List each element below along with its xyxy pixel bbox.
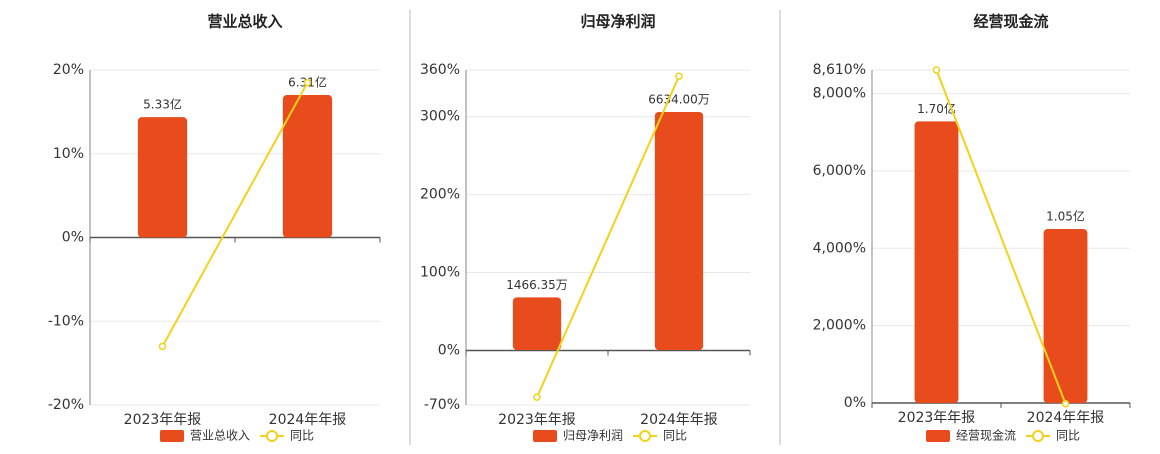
yoy-point — [1061, 400, 1070, 408]
legend-label: 归母净利润 — [563, 429, 623, 443]
y-tick-label: 8,610% — [813, 62, 866, 78]
value-label: 5.33亿 — [143, 97, 182, 112]
x-tick-label: 2023年年报 — [124, 412, 202, 428]
y-tick-label: 0% — [438, 342, 460, 358]
x-tick-label: 2024年年报 — [640, 412, 718, 428]
yoy-line — [935, 69, 1067, 405]
x-tick-label: 2023年年报 — [898, 410, 976, 426]
x-tick-label: 2024年年报 — [1027, 410, 1105, 426]
y-tick-label: 0% — [62, 230, 84, 246]
yoy-point — [932, 66, 941, 74]
legend-marker — [639, 430, 651, 442]
value-label: 1.70亿 — [917, 101, 956, 116]
y-tick-label: 360% — [420, 62, 460, 78]
yoy-line — [536, 75, 680, 398]
legend-label: 同比 — [663, 429, 687, 443]
legend-marker — [266, 430, 278, 442]
y-tick-label: 2,000% — [813, 318, 866, 334]
yoy-line — [161, 82, 309, 347]
yoy-point — [303, 78, 312, 87]
legend-label: 同比 — [290, 429, 314, 443]
legend-label: 营业总收入 — [190, 429, 250, 443]
y-tick-label: 100% — [420, 265, 460, 281]
bar — [914, 121, 959, 403]
legend-swatch — [533, 430, 557, 442]
y-tick-label: 6,000% — [813, 163, 866, 179]
y-tick-label: 300% — [420, 109, 460, 125]
y-tick-label: 20% — [53, 62, 84, 78]
y-tick-label: 8,000% — [813, 86, 866, 102]
y-tick-label: 4,000% — [813, 240, 866, 256]
bar — [1043, 229, 1088, 403]
yoy-point — [675, 72, 683, 80]
x-tick-label: 2023年年报 — [498, 412, 576, 428]
y-tick-label: 200% — [420, 187, 460, 203]
bar — [282, 95, 333, 238]
bar — [512, 297, 562, 351]
bar — [137, 117, 188, 238]
y-tick-label: -10% — [48, 313, 84, 329]
value-label: 6634.00万 — [648, 93, 710, 107]
legend-label: 同比 — [1056, 429, 1080, 443]
y-tick-label: -70% — [424, 397, 460, 413]
bar — [654, 112, 704, 351]
value-label: 1.05亿 — [1046, 209, 1085, 224]
chart-title: 营业总收入 — [207, 13, 282, 31]
y-tick-label: 0% — [844, 395, 866, 411]
yoy-point — [533, 393, 541, 401]
legend-marker — [1032, 430, 1044, 442]
y-tick-label: -20% — [48, 397, 84, 413]
chart-title: 归母净利润 — [580, 13, 655, 31]
y-tick-label: 10% — [53, 146, 84, 162]
yoy-point — [158, 342, 167, 351]
value-label: 1466.35万 — [506, 278, 568, 292]
legend-label: 经营现金流 — [956, 428, 1016, 443]
chart-title: 经营现金流 — [973, 13, 1048, 31]
x-tick-label: 2024年年报 — [269, 412, 347, 428]
legend-swatch — [160, 430, 184, 442]
legend-swatch — [926, 430, 950, 442]
